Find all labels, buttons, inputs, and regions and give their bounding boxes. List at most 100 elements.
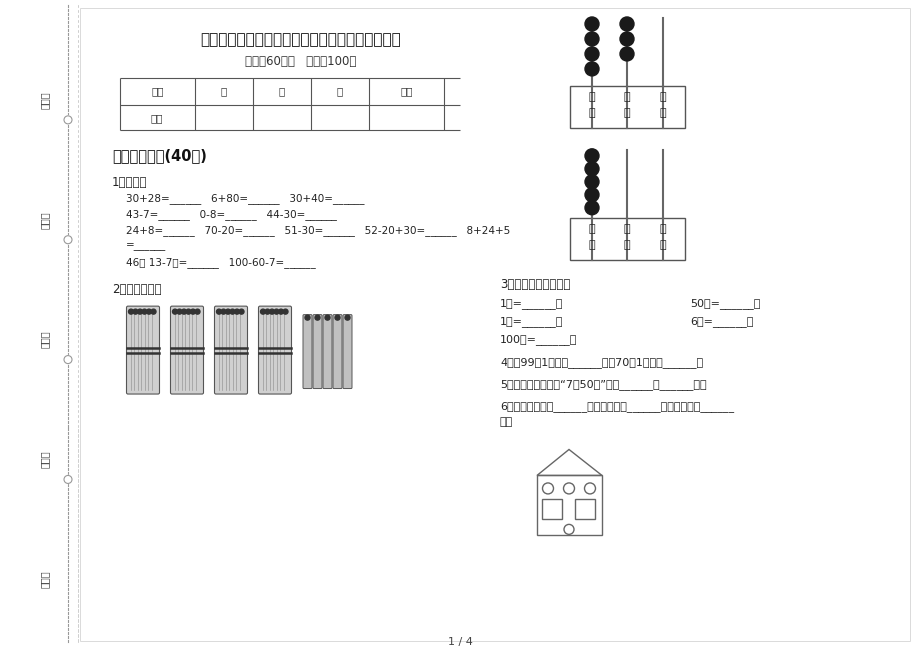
Bar (574, 499, 595, 519)
Text: 三: 三 (336, 86, 343, 96)
FancyBboxPatch shape (127, 306, 159, 394)
Circle shape (314, 315, 320, 320)
Text: 4．比99大1的数是______，比70儇1的数是______。: 4．比99大1的数是______，比70儇1的数是______。 (499, 358, 702, 369)
Text: 6元=______角: 6元=______角 (689, 316, 753, 326)
Circle shape (137, 309, 142, 314)
Text: 考场：: 考场： (40, 211, 50, 229)
Circle shape (190, 309, 196, 314)
Circle shape (195, 309, 199, 314)
Text: 十: 十 (623, 224, 630, 234)
Circle shape (64, 236, 72, 244)
Text: 一、基础练习(40分): 一、基础练习(40分) (112, 148, 207, 163)
Text: 30+28=______   6+80=______   30+40=______: 30+28=______ 6+80=______ 30+40=______ (126, 193, 364, 203)
Text: 百: 百 (588, 224, 595, 234)
Circle shape (619, 17, 633, 31)
Text: 位: 位 (623, 108, 630, 118)
Circle shape (584, 201, 598, 214)
Text: 2．看图写数。: 2．看图写数。 (112, 283, 162, 296)
Circle shape (324, 315, 330, 320)
Text: 得分: 得分 (151, 113, 163, 123)
Circle shape (584, 162, 598, 176)
Circle shape (129, 309, 133, 314)
FancyBboxPatch shape (258, 306, 291, 394)
Text: 100分=______元: 100分=______元 (499, 333, 577, 344)
Text: 3．想一想，填一填。: 3．想一想，填一填。 (499, 278, 570, 291)
Circle shape (274, 309, 278, 314)
Text: 姓名：: 姓名： (40, 331, 50, 348)
Text: 位: 位 (588, 240, 595, 250)
Circle shape (584, 175, 598, 188)
Circle shape (146, 309, 152, 314)
Circle shape (64, 356, 72, 363)
Circle shape (283, 309, 288, 314)
Circle shape (142, 309, 147, 314)
Text: 学校：: 学校： (40, 571, 50, 588)
Circle shape (619, 32, 633, 46)
Circle shape (619, 47, 633, 61)
Text: 个: 个 (659, 92, 665, 102)
Text: 位: 位 (659, 240, 665, 250)
Circle shape (269, 309, 274, 314)
Circle shape (64, 116, 72, 124)
Circle shape (181, 309, 187, 314)
Text: =______: =______ (126, 240, 166, 251)
Text: 5．在商品标价牌上“7．50元”表示______元______角。: 5．在商品标价牌上“7．50元”表示______元______角。 (499, 380, 706, 391)
Circle shape (584, 17, 598, 31)
Text: 时间：60分钟   渏分：100分: 时间：60分钟 渏分：100分 (245, 55, 357, 68)
Text: 位: 位 (623, 240, 630, 250)
Circle shape (584, 32, 598, 46)
FancyBboxPatch shape (312, 315, 322, 389)
Circle shape (260, 309, 266, 314)
FancyBboxPatch shape (343, 315, 352, 389)
Text: 位: 位 (588, 108, 595, 118)
Text: 位: 位 (659, 108, 665, 118)
FancyBboxPatch shape (302, 315, 312, 389)
Circle shape (151, 309, 156, 314)
Circle shape (216, 309, 221, 314)
Circle shape (239, 309, 244, 314)
Circle shape (176, 309, 182, 314)
Text: 1角=______分: 1角=______分 (499, 316, 562, 326)
Circle shape (278, 309, 283, 314)
FancyBboxPatch shape (323, 315, 332, 389)
Circle shape (584, 47, 598, 61)
Text: 班级：: 班级： (40, 450, 50, 468)
Circle shape (221, 309, 226, 314)
FancyBboxPatch shape (214, 306, 247, 394)
Circle shape (230, 309, 234, 314)
Text: 24+8=______   70-20=______   51-30=______   52-20+30=______   8+24+5: 24+8=______ 70-20=______ 51-30=______ 52… (126, 225, 510, 236)
Circle shape (234, 309, 239, 314)
Text: 总分: 总分 (400, 86, 413, 96)
Circle shape (186, 309, 191, 314)
Text: 1元=______角: 1元=______角 (499, 298, 562, 309)
Text: 题号: 题号 (151, 86, 164, 96)
Circle shape (335, 315, 340, 320)
Text: 个: 个 (659, 224, 665, 234)
Text: 考号：: 考号： (40, 91, 50, 109)
Circle shape (584, 149, 598, 162)
Bar (570, 86, 685, 128)
Text: 1．口算。: 1．口算。 (112, 176, 147, 188)
Bar (537, 475, 601, 536)
Circle shape (584, 188, 598, 202)
Text: 十: 十 (623, 92, 630, 102)
Text: 50角=______元: 50角=______元 (689, 298, 759, 309)
Circle shape (345, 315, 349, 320)
Circle shape (133, 309, 138, 314)
Text: 个。: 个。 (499, 417, 513, 428)
FancyBboxPatch shape (333, 315, 342, 389)
Text: 1 / 4: 1 / 4 (447, 637, 472, 647)
FancyBboxPatch shape (170, 306, 203, 394)
Text: 新人教版一年级下学期数学摸底突破期末模拟试卷: 新人教版一年级下学期数学摸底突破期末模拟试卷 (200, 32, 401, 47)
Text: 二: 二 (278, 86, 285, 96)
Circle shape (265, 309, 269, 314)
Circle shape (173, 309, 177, 314)
Circle shape (225, 309, 231, 314)
Circle shape (64, 475, 72, 484)
Text: 百: 百 (588, 92, 595, 102)
Text: 一: 一 (221, 86, 227, 96)
Text: 6．下图中，圆有______个，正方形有______个，三角形有______: 6．下图中，圆有______个，正方形有______个，三角形有______ (499, 402, 733, 413)
Text: 46（ 13-7）=______   100-60-7=______: 46（ 13-7）=______ 100-60-7=______ (126, 257, 315, 268)
Bar (570, 218, 685, 260)
Bar (541, 499, 562, 519)
